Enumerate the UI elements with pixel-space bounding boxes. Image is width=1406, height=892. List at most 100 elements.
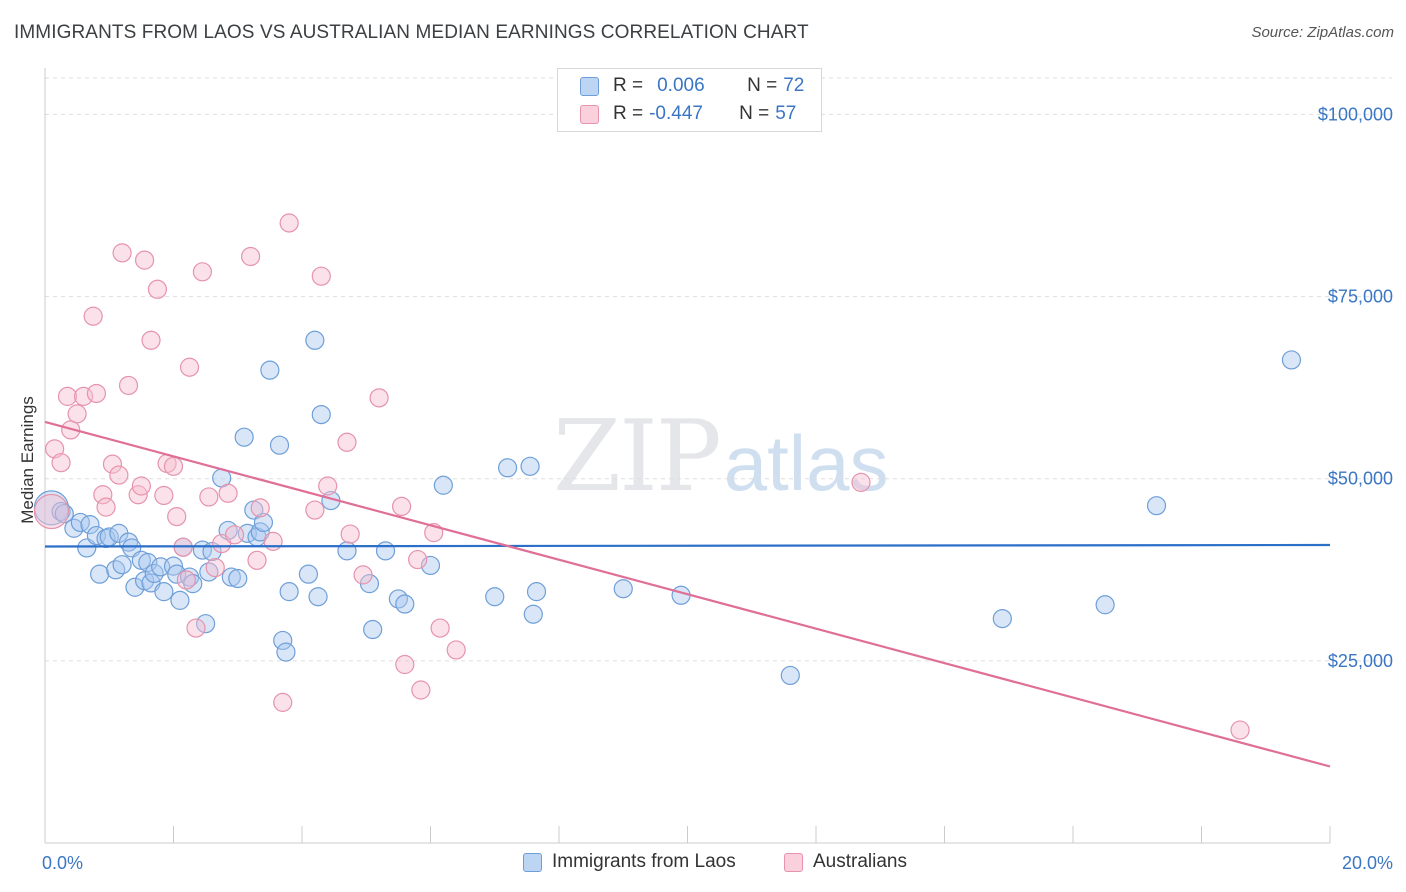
data-point — [273, 630, 293, 651]
data-point — [391, 496, 412, 516]
data-point — [263, 531, 283, 551]
data-point — [196, 614, 216, 634]
data-point — [337, 541, 357, 561]
correlation-legend: R = 0.006 N = 72 R = -0.447 N = 57 — [557, 68, 822, 132]
data-point — [411, 680, 431, 700]
source-label: Source: ZipAtlas.com — [1251, 24, 1394, 41]
legend-row-australians: R = -0.447 N = 57 — [580, 101, 796, 127]
data-point — [311, 266, 331, 286]
data-point — [298, 564, 319, 584]
data-point — [1146, 496, 1167, 516]
y-tick-label: $75,000 — [1328, 287, 1393, 307]
data-point — [224, 525, 245, 545]
data-point — [305, 330, 325, 350]
axis-labels: $25,000 $50,000 $75,000 $100,000 0.0% 20.0% Me… — [18, 104, 1393, 873]
data-point — [430, 618, 450, 638]
legend-r-label: R = — [613, 103, 644, 124]
data-point — [138, 552, 158, 573]
data-point — [780, 665, 800, 686]
legend-n-label: N = — [739, 103, 770, 124]
data-point — [276, 642, 296, 662]
data-point — [340, 524, 360, 544]
trend-lines — [44, 420, 1331, 768]
data-point — [305, 500, 325, 520]
data-point — [134, 250, 155, 270]
data-point — [433, 475, 453, 495]
legend-swatch-pink — [580, 104, 599, 124]
watermark: ZIPatlas — [553, 400, 889, 514]
data-point — [363, 619, 383, 640]
data-point — [498, 458, 518, 478]
data-point — [353, 565, 373, 585]
data-point — [147, 279, 168, 299]
data-point — [260, 360, 280, 380]
data-point — [273, 692, 293, 712]
legend-r-label: R = — [613, 75, 644, 96]
legend-n-label: N = — [747, 75, 778, 96]
data-point — [241, 246, 261, 267]
data-point — [279, 213, 299, 233]
series-australians — [33, 213, 1250, 740]
data-point — [51, 501, 71, 522]
data-point — [311, 405, 331, 425]
data-point — [388, 589, 408, 609]
data-point — [170, 590, 190, 610]
y-axis-label: Median Earnings — [18, 396, 37, 524]
x-tick-label: 0.0% — [42, 853, 83, 873]
data-point — [51, 453, 71, 473]
data-point — [250, 498, 270, 518]
data-point — [112, 243, 132, 263]
data-point — [992, 608, 1012, 629]
data-point — [520, 456, 540, 476]
y-tick-label: $50,000 — [1328, 469, 1393, 489]
data-point — [369, 388, 389, 408]
data-point — [57, 386, 78, 406]
data-point — [526, 582, 547, 602]
data-point — [1095, 595, 1115, 615]
data-point — [1230, 720, 1250, 740]
data-point — [269, 435, 290, 455]
data-point — [83, 306, 103, 326]
data-point — [613, 579, 633, 599]
data-point — [118, 375, 139, 396]
legend-r-value: 0.006 — [657, 75, 705, 96]
series-name-laos: Immigrants from Laos — [552, 851, 736, 872]
chart-title: IMMIGRANTS FROM LAOS VS AUSTRALIAN MEDIA… — [14, 22, 809, 43]
watermark-zip: ZIP — [553, 400, 722, 514]
trend-line — [44, 543, 1331, 548]
data-point — [141, 330, 161, 350]
legend-row-laos: R = 0.006 N = 72 — [580, 73, 804, 99]
data-point — [205, 557, 225, 578]
data-point — [67, 404, 87, 424]
data-point — [86, 383, 107, 404]
watermark-atlas: atlas — [723, 419, 889, 507]
data-point — [851, 472, 871, 492]
data-point — [131, 476, 151, 496]
data-point — [109, 465, 129, 485]
data-point — [102, 454, 123, 474]
data-point — [395, 594, 415, 614]
data-point — [112, 555, 132, 575]
data-point — [485, 587, 505, 607]
axes — [44, 68, 1331, 844]
legend-swatch-blue — [580, 76, 599, 96]
data-point — [167, 506, 187, 527]
data-point — [228, 568, 248, 589]
data-point — [279, 582, 299, 602]
data-point — [308, 587, 328, 607]
series-immigrants-from-laos — [33, 330, 1302, 686]
trend-line — [44, 420, 1331, 768]
data-point — [318, 476, 338, 496]
data-point — [1281, 350, 1302, 370]
series-legend-australians: Australians — [784, 851, 907, 873]
data-point — [176, 570, 196, 590]
data-point — [33, 493, 70, 530]
series-swatch-pink — [784, 852, 803, 872]
data-point — [234, 427, 254, 447]
data-point — [179, 357, 200, 377]
x-tick-label: 20.0% — [1342, 853, 1393, 873]
data-point — [247, 550, 267, 570]
y-tick-label: $100,000 — [1318, 104, 1393, 124]
data-point — [186, 618, 206, 638]
